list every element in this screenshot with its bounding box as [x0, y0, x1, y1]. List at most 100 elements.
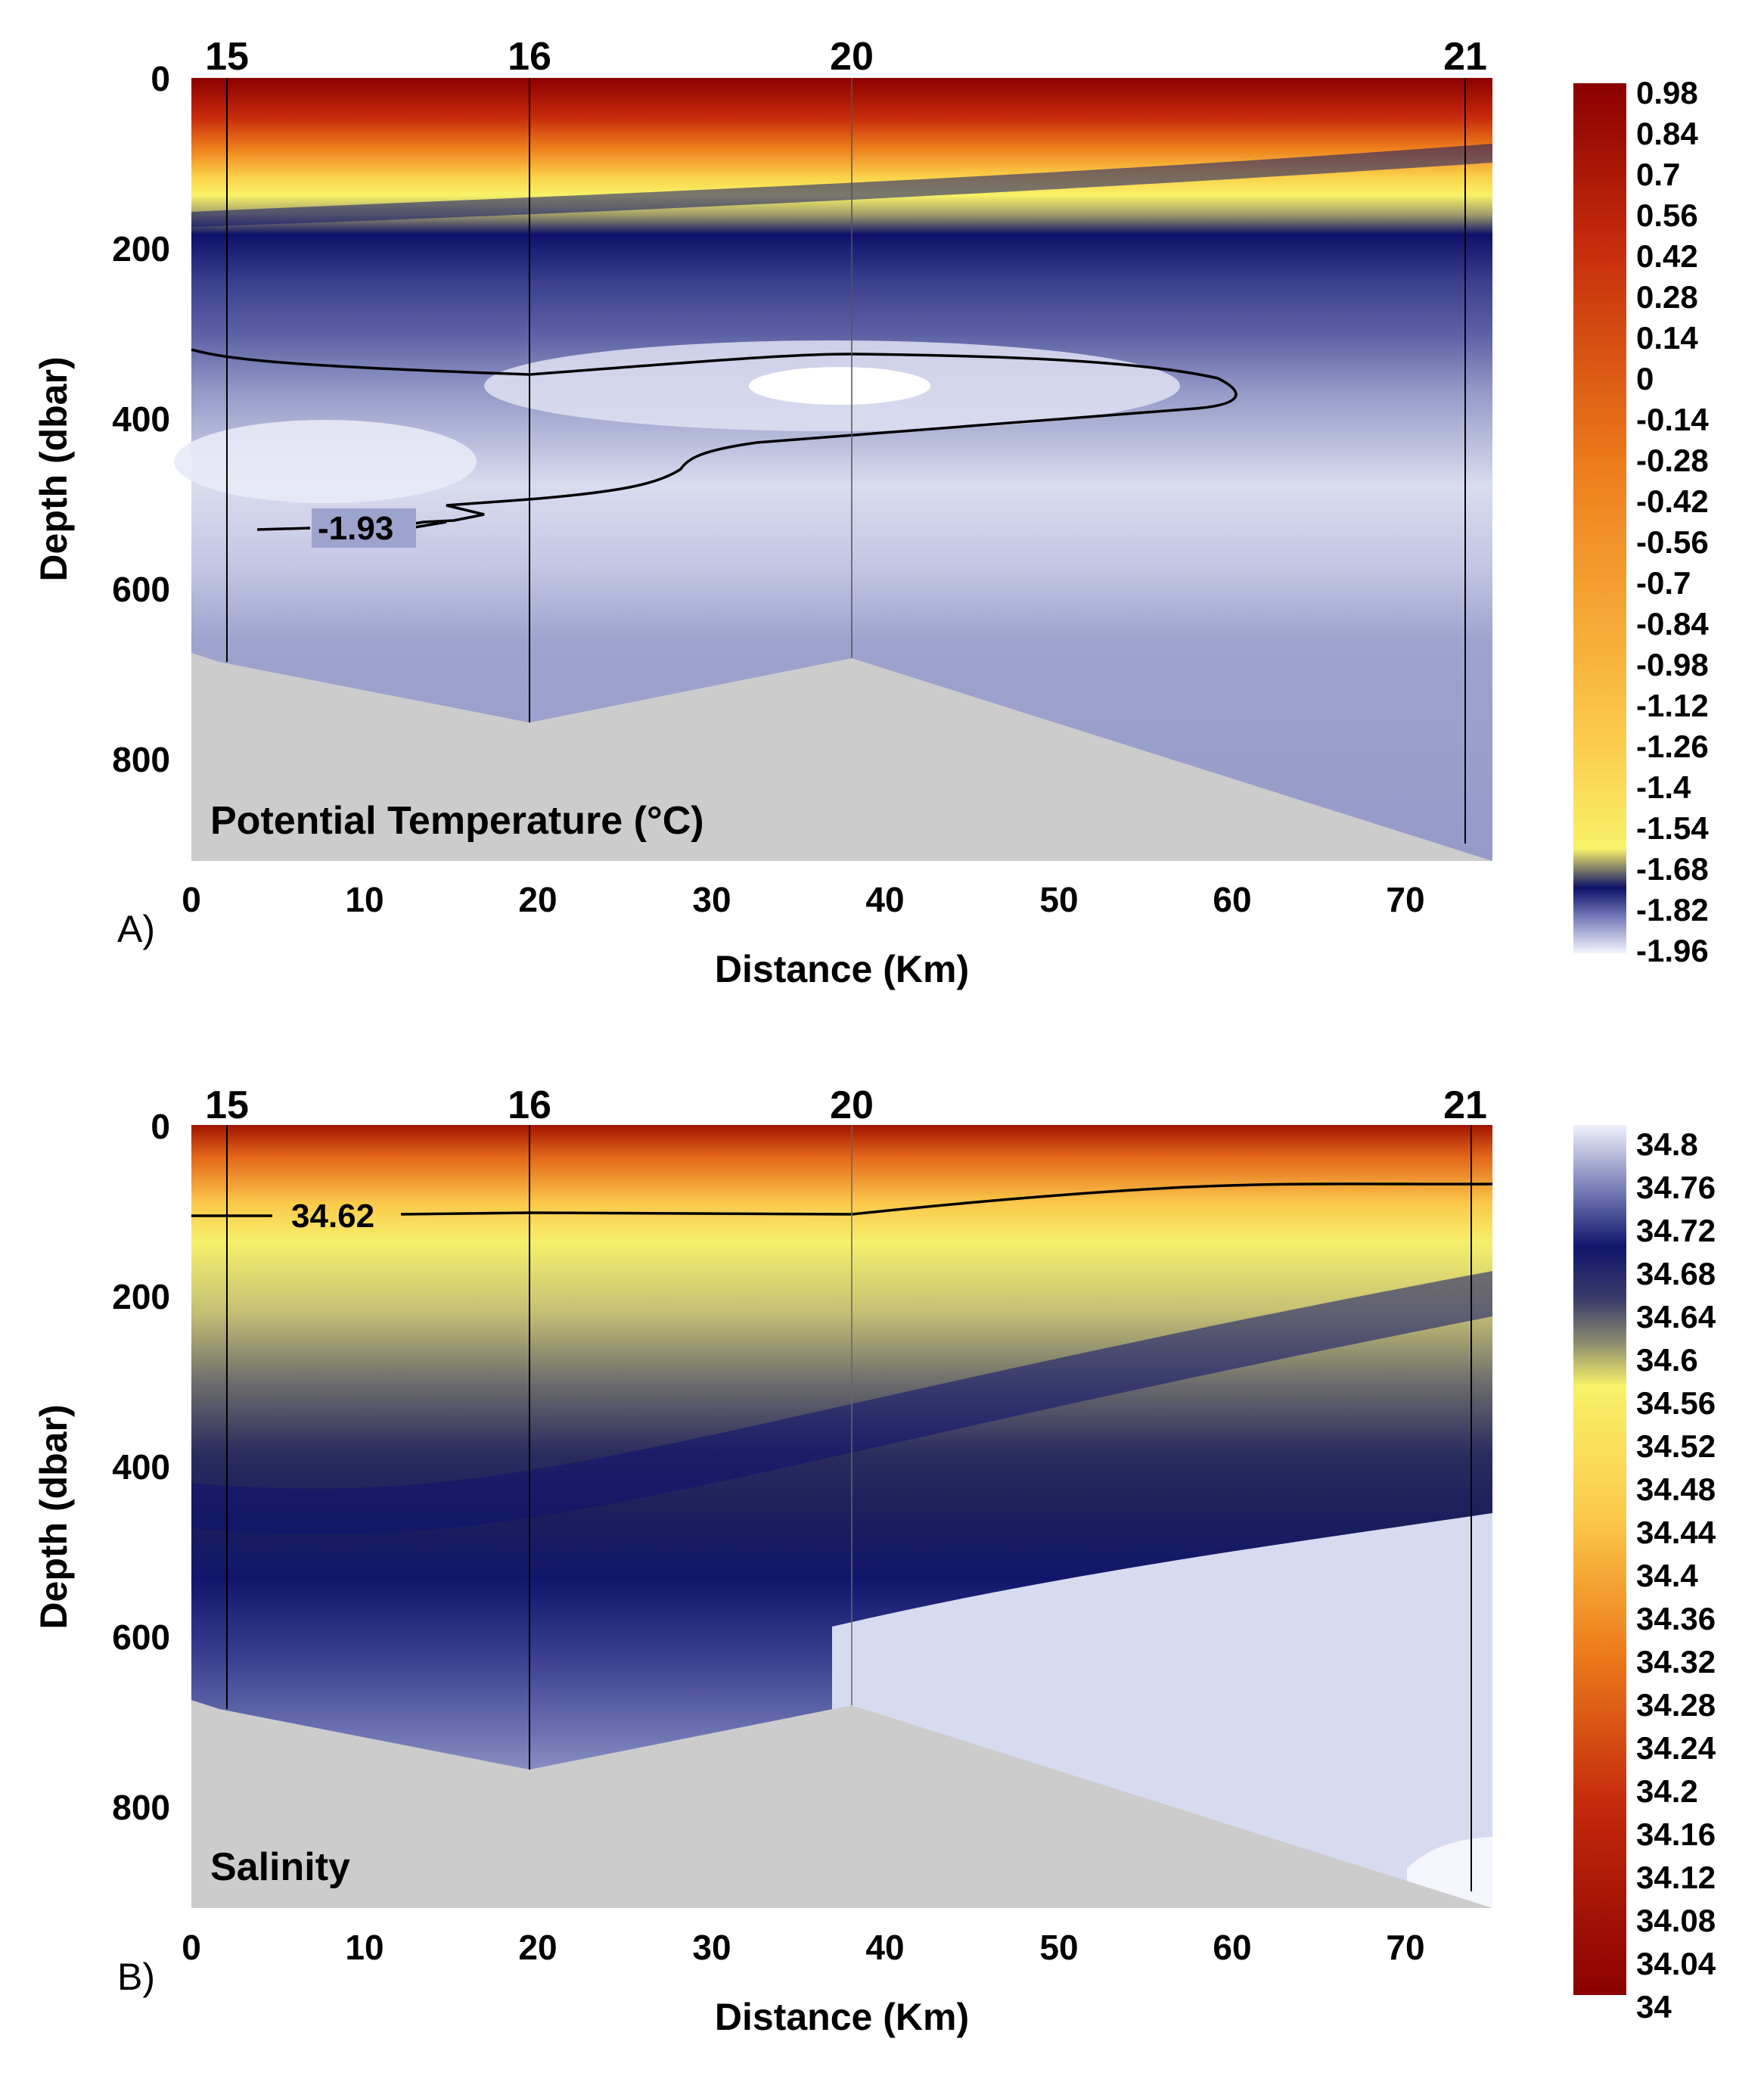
- colorbar-tick: -1.26: [1636, 729, 1709, 764]
- colorbar-tick: 34.48: [1636, 1471, 1716, 1507]
- colorbar-tick: 0.14: [1636, 320, 1698, 356]
- plot-title-temperature: Potential Temperature (°C): [210, 799, 704, 843]
- x-tick-label: 70: [1386, 1928, 1424, 1967]
- x-tick-label: 30: [692, 880, 731, 919]
- panel-tag-b: B): [117, 1956, 155, 1998]
- x-tick-label: 50: [1039, 1928, 1078, 1967]
- station-label: 15: [205, 1083, 249, 1127]
- station-label: 21: [1443, 1083, 1487, 1127]
- colorbar-tick: -1.54: [1636, 810, 1709, 846]
- colorbar-tick: 34.08: [1636, 1903, 1716, 1938]
- colorbar-tick: 34.8: [1636, 1127, 1698, 1162]
- colorbar-tick: -0.98: [1636, 647, 1709, 682]
- colorbar-scale-salinity: [1573, 1125, 1626, 1995]
- colorbar-tick: 34.2: [1636, 1773, 1698, 1809]
- panel-temperature: -1.93 15 16 20 21 0 200 400 600 800 Dept…: [33, 35, 1709, 990]
- colorbar-ticks-salinity: 34.8 34.76 34.72 34.68 34.64 34.6 34.56 …: [1636, 1127, 1716, 2025]
- colorbar-tick: 34.04: [1636, 1946, 1716, 1981]
- colorbar-tick: 34.72: [1636, 1213, 1716, 1248]
- y-tick-label: 600: [112, 1618, 170, 1657]
- y-axis-label: Depth (dbar): [33, 1404, 75, 1629]
- colorbar-tick: 34.36: [1636, 1601, 1716, 1636]
- colorbar-ticks-temperature: 0.98 0.84 0.7 0.56 0.42 0.28 0.14 0 -0.1…: [1636, 75, 1709, 968]
- x-tick-label: 70: [1386, 880, 1424, 919]
- colorbar-tick: -0.56: [1636, 524, 1709, 560]
- contour-label-temperature: -1.93: [318, 510, 393, 547]
- seafloor-temperature: [191, 653, 1492, 861]
- colorbar-tick: 0.98: [1636, 75, 1698, 110]
- x-tick-label: 0: [182, 880, 201, 919]
- station-labels-salinity: 15 16 20 21: [205, 1083, 1487, 1127]
- colorbar-tick: -1.4: [1636, 769, 1691, 805]
- station-lines-temperature: [226, 78, 1466, 844]
- dark-core-band: [191, 144, 1492, 227]
- colorbar-tick: 0.84: [1636, 116, 1698, 151]
- y-axis-salinity: 0 200 400 600 800 Depth (dbar): [33, 1107, 170, 1827]
- colorbar-tick: 34.56: [1636, 1385, 1716, 1421]
- station-labels-temperature: 15 16 20 21: [205, 35, 1487, 79]
- station-lines-salinity: [226, 1125, 1472, 1891]
- contour-line-temperature: [191, 348, 1238, 529]
- colorbar-tick: 34.52: [1636, 1428, 1716, 1464]
- colorbar-tick: 0.7: [1636, 157, 1680, 192]
- y-tick-label: 200: [112, 1277, 170, 1316]
- y-tick-label: 800: [112, 1788, 170, 1827]
- colorbar-tick: -0.7: [1636, 565, 1691, 601]
- panel-tag-a: A): [117, 908, 155, 950]
- temperature-features: -1.93: [174, 144, 1492, 548]
- x-axis-label: Distance (Km): [715, 948, 969, 990]
- colorbar-temperature: 0.98 0.84 0.7 0.56 0.42 0.28 0.14 0 -0.1…: [1573, 75, 1709, 968]
- colorbar-tick: -0.28: [1636, 443, 1709, 478]
- station-label: 15: [205, 35, 249, 79]
- x-tick-label: 40: [865, 1928, 904, 1967]
- station-label: 20: [830, 35, 874, 79]
- colorbar-tick: -1.96: [1636, 933, 1709, 968]
- y-tick-label: 600: [112, 570, 170, 609]
- x-axis-temperature: 0 10 20 30 40 50 60 70 Distance (Km): [182, 880, 1424, 990]
- y-tick-label: 0: [151, 1107, 170, 1146]
- colorbar-tick: -1.68: [1636, 851, 1709, 887]
- y-tick-label: 800: [112, 740, 170, 779]
- x-tick-label: 60: [1213, 880, 1251, 919]
- colorbar-tick: 34.28: [1636, 1687, 1716, 1723]
- colorbar-tick: 34.24: [1636, 1730, 1716, 1766]
- deep-navy-band: [191, 1271, 1492, 1535]
- y-tick-label: 400: [112, 1447, 170, 1487]
- colorbar-salinity: 34.8 34.76 34.72 34.68 34.64 34.6 34.56 …: [1573, 1125, 1716, 2025]
- colorbar-tick: 34.64: [1636, 1299, 1716, 1335]
- cold-west-lobe: [174, 420, 477, 503]
- x-tick-label: 50: [1039, 880, 1078, 919]
- colorbar-tick: -0.42: [1636, 483, 1709, 519]
- station-label: 16: [508, 35, 551, 79]
- colorbar-tick: 0.56: [1636, 197, 1698, 233]
- x-tick-label: 0: [182, 1928, 201, 1967]
- contour-label-bg-temperature: [312, 508, 416, 548]
- x-axis-salinity: 0 10 20 30 40 50 60 70 Distance (Km): [182, 1928, 1424, 2038]
- colorbar-tick: 0.28: [1636, 279, 1698, 315]
- seafloor-salinity: [191, 1700, 1492, 1908]
- station-label: 21: [1443, 35, 1487, 79]
- x-tick-label: 10: [345, 1928, 384, 1967]
- colorbar-tick: 34: [1636, 1989, 1672, 2025]
- colorbar-tick: 34.12: [1636, 1860, 1716, 1895]
- colorbar-tick: 34.16: [1636, 1816, 1716, 1852]
- contour-label-salinity: 34.62: [291, 1198, 374, 1235]
- x-tick-label: 20: [518, 1928, 557, 1967]
- colorbar-tick: 34.32: [1636, 1644, 1716, 1680]
- colorbar-tick: -1.12: [1636, 688, 1709, 723]
- y-axis-label: Depth (dbar): [33, 356, 75, 581]
- colorbar-tick: 0: [1636, 361, 1654, 396]
- x-tick-label: 40: [865, 880, 904, 919]
- colorbar-tick: -0.14: [1636, 402, 1709, 437]
- colorbar-tick: 34.6: [1636, 1342, 1698, 1378]
- x-tick-label: 10: [345, 880, 384, 919]
- x-tick-label: 60: [1213, 1928, 1251, 1967]
- cold-core-white: [749, 367, 930, 405]
- x-tick-label: 30: [692, 1928, 731, 1967]
- colorbar-tick: 0.42: [1636, 238, 1698, 274]
- plot-title-salinity: Salinity: [210, 1845, 350, 1889]
- colorbar-tick: 34.44: [1636, 1515, 1716, 1550]
- station-label: 16: [508, 1083, 551, 1127]
- contour-line-salinity: [191, 1182, 1493, 1217]
- panel-salinity: 34.62 15 16 20 21 0 200 400 600 800 Dept…: [33, 1083, 1716, 2038]
